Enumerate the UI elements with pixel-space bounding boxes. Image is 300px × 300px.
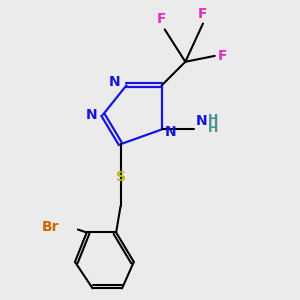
Text: N: N xyxy=(85,108,97,122)
Text: N: N xyxy=(196,114,207,128)
Text: H: H xyxy=(208,113,219,126)
Text: N: N xyxy=(165,125,176,140)
Text: F: F xyxy=(218,49,227,63)
Text: H: H xyxy=(208,122,219,135)
Text: Br: Br xyxy=(41,220,59,234)
Text: N: N xyxy=(109,75,121,89)
Text: F: F xyxy=(157,13,166,26)
Text: F: F xyxy=(198,7,208,21)
Text: S: S xyxy=(116,169,126,184)
